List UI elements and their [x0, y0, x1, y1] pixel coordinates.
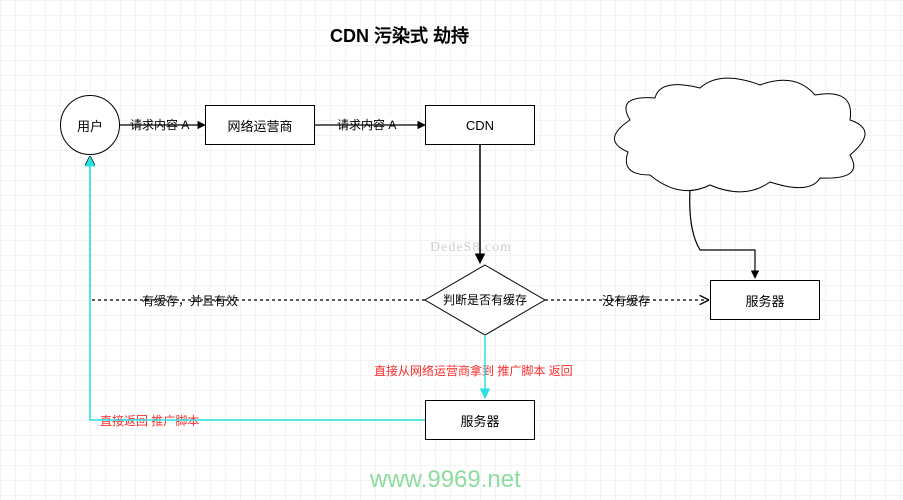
- node-isp-label: 网络运营商: [227, 116, 292, 135]
- label-decision-to-server: 没有缓存: [600, 292, 652, 309]
- node-cdn: CDN: [425, 105, 535, 145]
- node-cloud-text: 没有去源站获取内容。 理论上如果CDN没有内容， 或者超过有效期了。 就会去源站…: [640, 98, 840, 185]
- watermark-dede: DedeS8.com: [430, 240, 512, 256]
- node-user-label: 用户: [77, 116, 103, 135]
- node-decision-shape: [425, 265, 545, 335]
- cloud-line-3: 或者超过有效期了。: [640, 133, 840, 150]
- node-decision-label: 判断是否有缓存: [443, 292, 527, 307]
- node-fake-server: 服务器: [425, 400, 535, 440]
- cloud-line-4: 就会去源站重新获取。: [640, 150, 840, 167]
- node-isp: 网络运营商: [205, 105, 315, 145]
- diagram-canvas: CDN 污染式 劫持 用户 网络运营商 CDN 服务器 服务器 没有去源站获取内…: [0, 0, 903, 500]
- diagram-title: CDN 污染式 劫持: [330, 22, 469, 48]
- label-fake-to-user: 直接返回 推广脚本: [98, 412, 201, 429]
- cloud-line-5: 但是这里没有这么做。: [640, 168, 840, 185]
- label-decision-to-fake: 直接从网络运营商拿到 推广脚本 返回: [372, 362, 575, 379]
- label-decision-to-user: 有缓存，并且有效: [140, 292, 240, 309]
- node-fake-server-label: 服务器: [460, 411, 499, 430]
- node-cdn-label: CDN: [466, 118, 494, 133]
- node-user: 用户: [60, 95, 120, 155]
- edge-fake-to-user: [90, 157, 425, 420]
- cloud-line-2: 理论上如果CDN没有内容，: [640, 115, 840, 132]
- watermark-9969: www.9969.net: [370, 466, 521, 494]
- node-server: 服务器: [710, 280, 820, 320]
- label-isp-to-cdn: 请求内容 A: [335, 116, 398, 133]
- edge-cloud-to-server: [690, 190, 755, 278]
- label-user-to-isp: 请求内容 A: [128, 116, 191, 133]
- edge-decision-to-user: [90, 157, 425, 300]
- node-server-label: 服务器: [745, 291, 784, 310]
- cloud-line-1: 没有去源站获取内容。: [640, 98, 840, 115]
